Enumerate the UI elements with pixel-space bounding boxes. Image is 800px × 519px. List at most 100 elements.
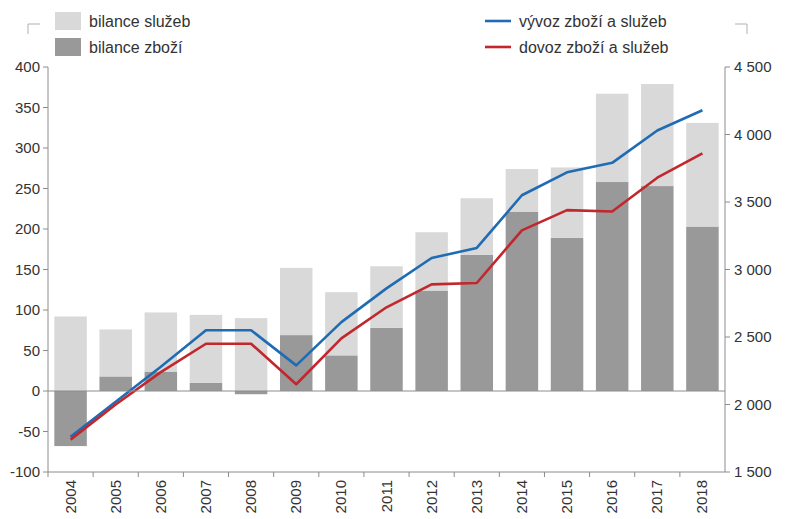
- bar: [54, 316, 86, 391]
- legend-bracket: [735, 24, 747, 34]
- y2-tick: [725, 67, 730, 68]
- y2-tick-label: 4 000: [734, 126, 772, 143]
- bar: [686, 227, 718, 391]
- bar: [190, 315, 222, 383]
- y2-tick: [725, 202, 730, 203]
- x-tick: [634, 472, 635, 477]
- x-tick-label: 2016: [603, 480, 620, 513]
- legend-label: bilance zboží: [89, 39, 183, 56]
- x-tick: [183, 472, 184, 477]
- bar: [596, 182, 628, 391]
- y2-tick-label: 3 500: [734, 193, 772, 210]
- y-tick-label: 0: [32, 382, 40, 399]
- y2-tick-label: 2 000: [734, 396, 772, 413]
- y2-tick: [725, 269, 730, 270]
- y2-tick-label: 4 500: [734, 58, 772, 75]
- bar: [415, 291, 447, 391]
- y-tick-label: 250: [15, 180, 40, 197]
- x-tick-label: 2006: [152, 480, 169, 513]
- y-tick: [43, 472, 48, 473]
- y-tick: [43, 350, 48, 351]
- y-tick: [43, 148, 48, 149]
- chart: -100-500501001502002503003504001 5002 00…: [0, 0, 800, 519]
- x-tick-label: 2007: [197, 480, 214, 513]
- y-tick-label: 150: [15, 261, 40, 278]
- bar: [596, 94, 628, 182]
- bar: [325, 355, 357, 391]
- y-tick-label: 350: [15, 99, 40, 116]
- x-tick: [93, 472, 94, 477]
- bar: [99, 329, 131, 376]
- x-tick-label: 2004: [62, 480, 79, 513]
- x-tick: [48, 472, 49, 477]
- y2-tick: [725, 134, 730, 135]
- x-tick-label: 2010: [332, 480, 349, 513]
- legend-swatch: [55, 12, 81, 30]
- legend-label: dovoz zboží a služeb: [519, 39, 669, 56]
- x-tick: [499, 472, 500, 477]
- legend: bilance služeb bilance zboží vývoz zboží a…: [55, 12, 669, 56]
- zero-line: [48, 391, 725, 392]
- y-tick: [43, 188, 48, 189]
- chart-container: -100-500501001502002503003504001 5002 00…: [0, 0, 800, 519]
- y-tick-label: 400: [15, 58, 40, 75]
- y2-tick-label: 3 000: [734, 261, 772, 278]
- bar: [551, 238, 583, 391]
- legend-swatch: [485, 20, 511, 23]
- legend-swatch: [485, 46, 511, 49]
- y-tick-label: 200: [15, 220, 40, 237]
- legend-swatch: [55, 38, 81, 56]
- x-tick: [318, 472, 319, 477]
- bar: [641, 186, 673, 391]
- bar: [280, 268, 312, 335]
- x-tick: [228, 472, 229, 477]
- x-tick: [409, 472, 410, 477]
- x-tick: [363, 472, 364, 477]
- y-tick-label: -50: [18, 423, 40, 440]
- y2-tick: [725, 337, 730, 338]
- x-tick-label: 2015: [558, 480, 575, 513]
- y2-tick-label: 2 500: [734, 328, 772, 345]
- x-tick: [679, 472, 680, 477]
- x-tick-label: 2013: [468, 480, 485, 513]
- y-tick-label: 50: [23, 342, 40, 359]
- bar: [99, 376, 131, 391]
- marks: [54, 84, 718, 446]
- bar: [54, 391, 86, 446]
- x-tick: [544, 472, 545, 477]
- x-tick: [138, 472, 139, 477]
- x-tick-label: 2011: [378, 480, 395, 512]
- bar: [190, 383, 222, 391]
- y2-tick-label: 1 500: [734, 463, 772, 480]
- x-tick-label: 2009: [287, 480, 304, 513]
- y-tick: [43, 431, 48, 432]
- bar: [686, 123, 718, 227]
- y-tick-label: 300: [15, 139, 40, 156]
- y-tick: [43, 67, 48, 68]
- y2-tick: [725, 472, 730, 473]
- y-tick-label: 100: [15, 301, 40, 318]
- x-tick: [273, 472, 274, 477]
- bar: [415, 232, 447, 290]
- legend-label: bilance služeb: [89, 13, 191, 30]
- x-tick-label: 2005: [107, 480, 124, 513]
- bar: [506, 212, 538, 391]
- x-tick-label: 2018: [693, 480, 710, 513]
- line: [71, 110, 703, 437]
- y-tick: [43, 391, 48, 392]
- y-tick: [43, 107, 48, 108]
- line: [71, 153, 703, 439]
- y-tick: [43, 269, 48, 270]
- x-tick-label: 2008: [242, 480, 259, 513]
- legend-label: vývoz zboží a služeb: [519, 13, 667, 30]
- y-tick: [43, 310, 48, 311]
- bar: [145, 312, 177, 371]
- x-tick: [589, 472, 590, 477]
- y2-tick: [725, 404, 730, 405]
- y-tick: [43, 229, 48, 230]
- bar: [461, 255, 493, 391]
- bar: [370, 328, 402, 391]
- bottom-axis: [48, 472, 725, 473]
- x-tick-label: 2014: [513, 480, 530, 513]
- x-tick-label: 2012: [423, 480, 440, 513]
